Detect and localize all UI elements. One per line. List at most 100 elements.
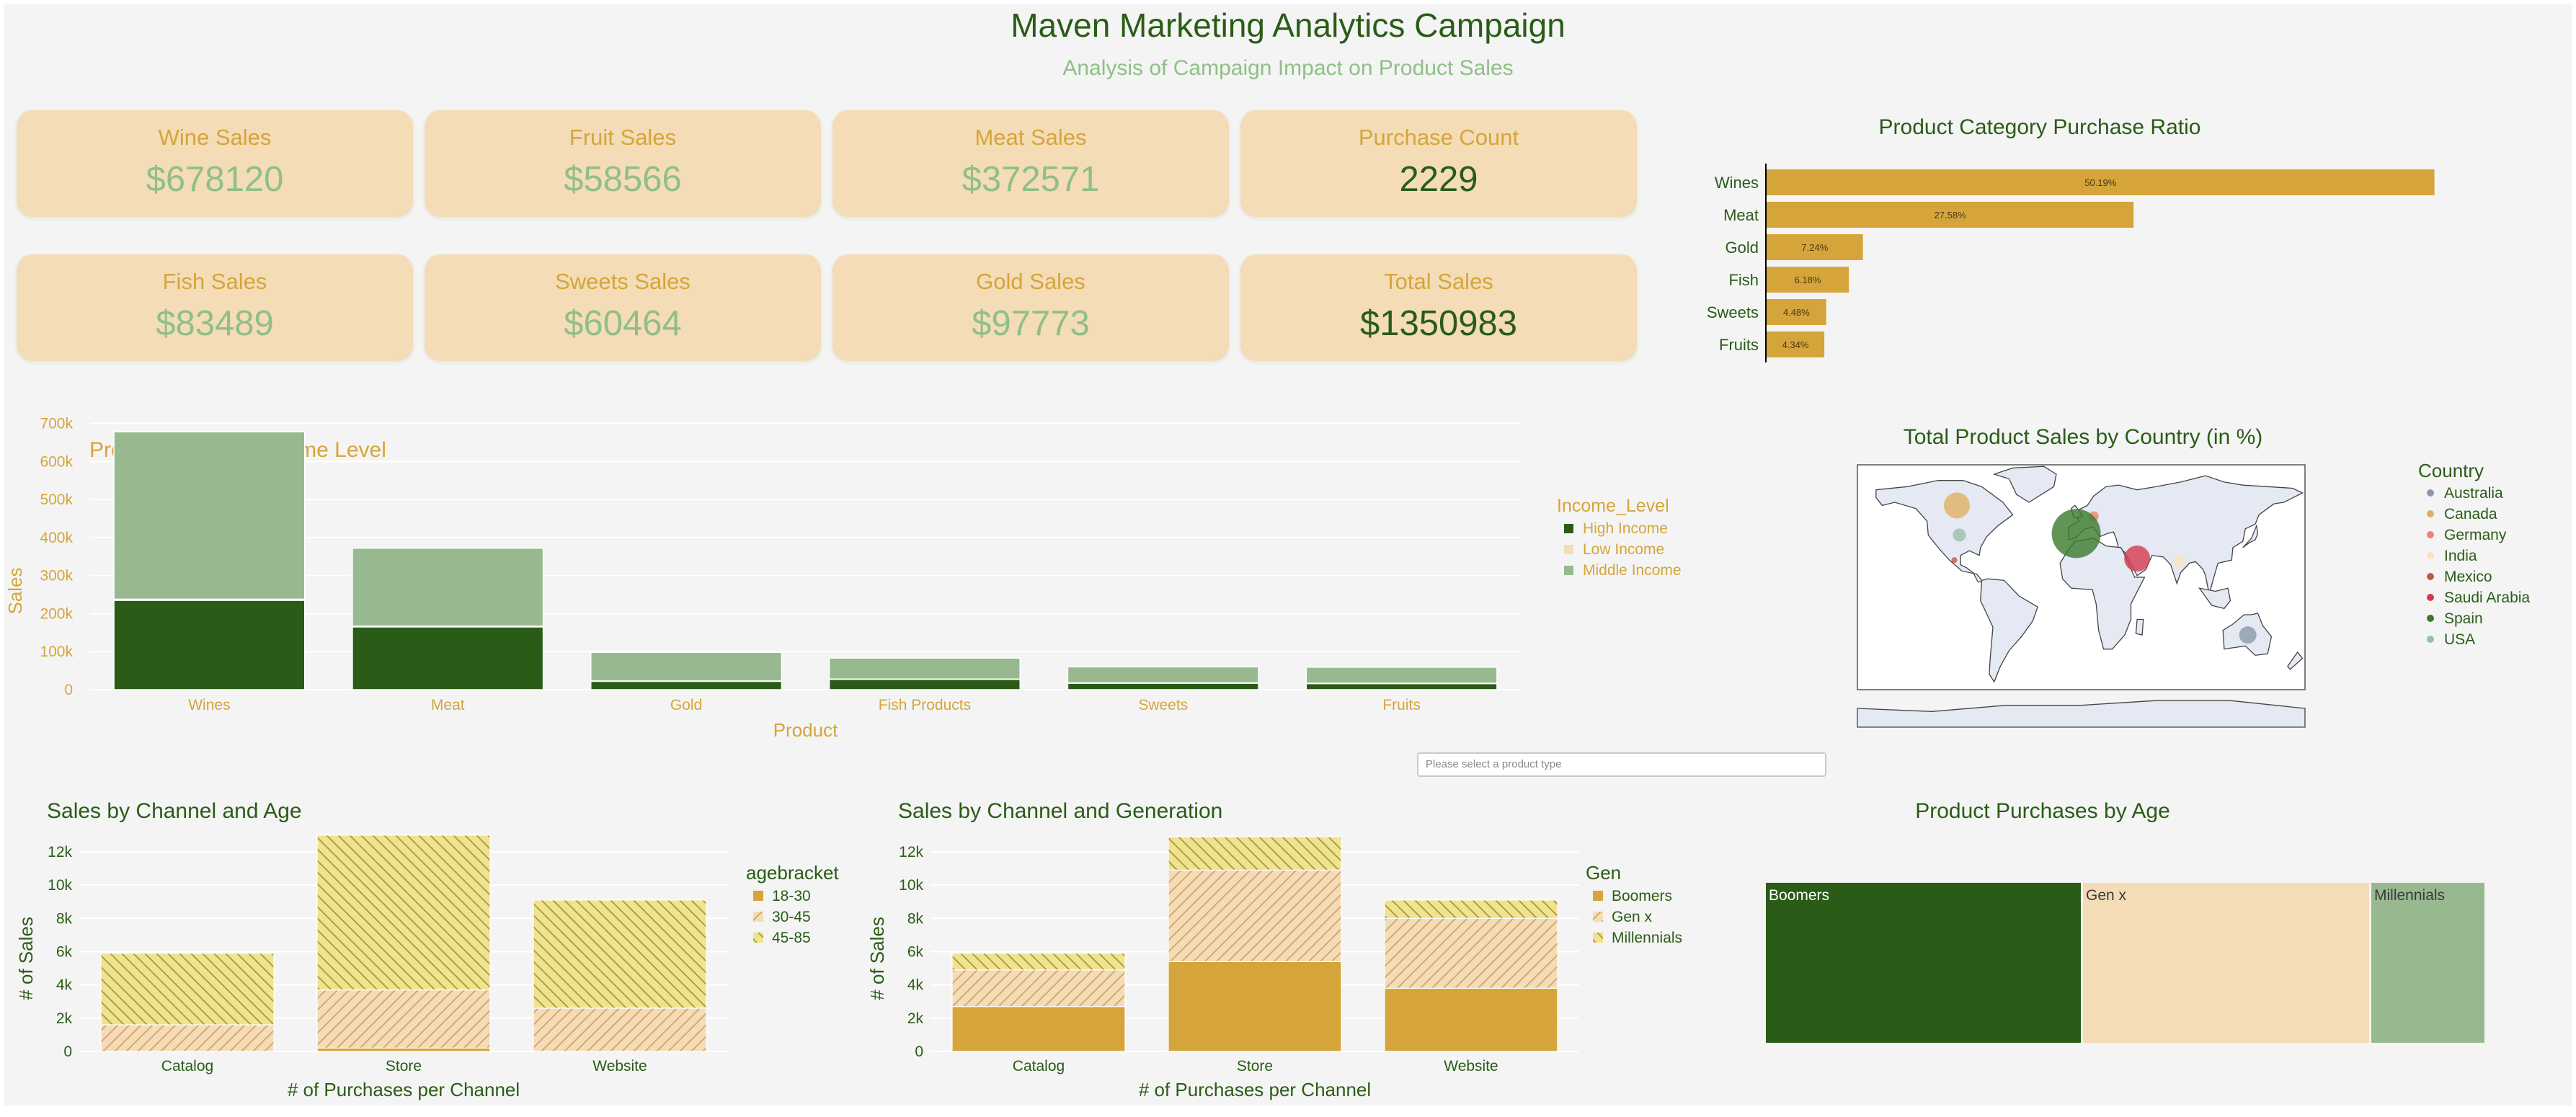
bar-segment: [1384, 917, 1558, 989]
kpi-label: Meat Sales: [974, 125, 1087, 150]
bar-segment: [951, 969, 1126, 1007]
bar-segment: [951, 1006, 1126, 1052]
legend-marker: [2427, 573, 2434, 580]
kpi-label: Purchase Count: [1358, 125, 1519, 150]
income-level-chart: Product Sales vs Income Level0100k200k30…: [4, 416, 1682, 741]
age-channel-chart: Sales by Channel and Age 0 2k 4k 6k 8k 10k 12k #…: [15, 799, 839, 1100]
x-tick-label: Website: [592, 1058, 647, 1074]
x-tick-label: Gold: [670, 697, 702, 713]
kpi-card-wine-sales: Wine Sales $678120: [17, 110, 413, 217]
legend-swatch: [1564, 566, 1573, 575]
legend-label: Gen x: [1612, 909, 1653, 925]
treemap-tile-gen-x: [2083, 883, 2369, 1043]
legend-label: India: [2444, 548, 2477, 564]
chart-title: Sales by Channel and Age: [47, 799, 302, 823]
land-shape: [2198, 587, 2231, 610]
y-tick-label: 300k: [40, 568, 73, 584]
bar-segment: [1384, 987, 1558, 1052]
data-label: 50.19%: [2084, 177, 2117, 188]
bubble-australia: [2239, 626, 2257, 644]
kpi-label: Total Sales: [1384, 269, 1493, 294]
kpi-value: 2229: [1399, 160, 1478, 199]
legend-marker: [2427, 552, 2434, 559]
legend-marker: [2427, 594, 2434, 601]
y-tick-label: 8k: [56, 910, 73, 927]
data-label: 4.34%: [1782, 339, 1809, 350]
page-title: Maven Marketing Analytics Campaign: [1011, 6, 1565, 44]
x-tick-label: Fruits: [1382, 697, 1421, 713]
legend-swatch: [1593, 891, 1603, 901]
kpi-card-gold-sales: Gold Sales $97773: [832, 254, 1229, 361]
kpi-card-fish-sales: Fish Sales $83489: [17, 254, 413, 361]
y-tick-label: Meat: [1723, 206, 1759, 224]
x-tick-label: Catalog: [1013, 1058, 1065, 1074]
page-subtitle: Analysis of Campaign Impact on Product S…: [1062, 56, 1514, 80]
treemap-label: Millennials: [2374, 887, 2445, 904]
bar-segment: [100, 953, 275, 1025]
kpi-label: Wine Sales: [158, 125, 272, 150]
land-shape: [2135, 618, 2144, 636]
kpi-label: Fish Sales: [162, 269, 267, 294]
y-tick-label: 4k: [56, 977, 73, 994]
y-tick-label: 0: [64, 682, 73, 698]
bar-segment: [100, 1024, 275, 1052]
data-label: 7.24%: [1801, 242, 1828, 253]
legend-label: USA: [2444, 631, 2475, 648]
land-shape: [2242, 524, 2259, 548]
country-map-chart: Total Product Sales by Country (in %) Cou…: [1857, 425, 2530, 728]
bar-segment: [1168, 961, 1342, 1052]
bar-segment: [316, 989, 491, 1049]
legend-label: Australia: [2444, 485, 2503, 502]
y-tick-label: 100k: [40, 644, 73, 660]
legend-swatch: [1593, 912, 1603, 922]
legend-label: Middle Income: [1583, 562, 1682, 579]
legend-label: Mexico: [2444, 569, 2492, 585]
kpi-value: $83489: [156, 304, 274, 343]
kpi-value: $678120: [146, 160, 284, 199]
legend-swatch: [753, 912, 763, 922]
land-shape: [2287, 651, 2304, 670]
bar-segment: [1168, 869, 1342, 962]
land-shape: [1980, 578, 2038, 683]
kpi-value: $372571: [961, 160, 1100, 199]
legend-label: Millennials: [1612, 930, 1682, 946]
y-tick-label: 10k: [48, 877, 72, 894]
legend-label: Low Income: [1583, 541, 1664, 558]
legend-label: Germany: [2444, 527, 2507, 543]
bar-segment: [113, 600, 306, 690]
kpi-label: Gold Sales: [976, 269, 1085, 294]
legend-label: 30-45: [772, 909, 811, 925]
kpi-card-sweets-sales: Sweets Sales $60464: [425, 254, 821, 361]
legend-label: 45-85: [772, 930, 811, 946]
kpi-value: $58566: [564, 160, 682, 199]
kpi-value: $97773: [972, 304, 1090, 343]
y-tick-label: 10k: [899, 877, 923, 894]
land-shape: [1857, 700, 2306, 728]
bubble-spain: [2051, 509, 2101, 558]
y-tick-label: 2k: [56, 1010, 73, 1027]
x-axis-title: # of Purchases per Channel: [288, 1079, 520, 1100]
legend-label: 18-30: [772, 888, 811, 904]
legend-label: Spain: [2444, 610, 2483, 627]
x-tick-label: Meat: [431, 697, 465, 713]
y-tick-label: 2k: [907, 1010, 924, 1027]
y-tick-label: 700k: [40, 416, 73, 432]
purchase-ratio-chart: Product Category Purchase Ratio Wines 50.1…: [1707, 115, 2435, 362]
land-shape: [1875, 480, 2014, 583]
legend-title: Country: [2418, 460, 2484, 481]
data-label: 6.18%: [1795, 275, 1821, 285]
y-tick-label: 400k: [40, 530, 73, 546]
y-tick-label: 6k: [907, 944, 924, 961]
treemap-label: Boomers: [1769, 887, 1829, 904]
kpi-label: Sweets Sales: [555, 269, 690, 294]
bubble-mexico: [1951, 557, 1958, 564]
bar-gold: [1767, 234, 1863, 260]
y-tick-label: 500k: [40, 491, 73, 508]
y-tick-label: 200k: [40, 605, 73, 622]
bar-segment: [316, 1047, 491, 1052]
legend-swatch: [753, 891, 763, 901]
bar-segment: [1305, 667, 1498, 684]
product-type-dropdown[interactable]: Please select a product type: [1417, 752, 1826, 777]
treemap-tile-millennials: [2371, 883, 2484, 1043]
y-tick-label: 12k: [48, 844, 72, 860]
